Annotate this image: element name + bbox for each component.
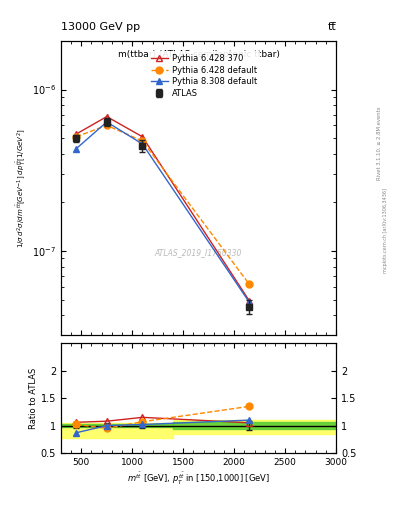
- Line: Pythia 8.308 default: Pythia 8.308 default: [73, 118, 253, 306]
- Text: 13000 GeV pp: 13000 GeV pp: [61, 22, 140, 32]
- Line: Pythia 6.428 370: Pythia 6.428 370: [73, 113, 253, 305]
- Y-axis label: $1/\sigma\,d^2\sigma/d\,m^{t\bar{t}}[GeV^{-1}]\,d\,p_T^{t\bar{t}}[1/GeV^2]$: $1/\sigma\,d^2\sigma/d\,m^{t\bar{t}}[GeV…: [15, 129, 29, 248]
- Text: ATLAS_2019_I1750330: ATLAS_2019_I1750330: [155, 248, 242, 258]
- Pythia 8.308 default: [247, 300, 252, 306]
- Y-axis label: Ratio to ATLAS: Ratio to ATLAS: [29, 368, 38, 429]
- Text: tt̅: tt̅: [327, 22, 336, 32]
- Legend: Pythia 6.428 370, Pythia 6.428 default, Pythia 8.308 default, ATLAS: Pythia 6.428 370, Pythia 6.428 default, …: [148, 51, 260, 101]
- Pythia 6.428 370: [74, 131, 79, 137]
- Pythia 6.428 default: [140, 138, 145, 144]
- Pythia 6.428 370: [140, 134, 145, 140]
- Pythia 6.428 default: [74, 134, 79, 140]
- Pythia 8.308 default: [74, 145, 79, 152]
- Pythia 6.428 default: [105, 122, 109, 129]
- Pythia 6.428 default: [247, 282, 252, 288]
- X-axis label: $m^{t\bar{t}}$ [GeV], $p_T^{t\bar{t}}$ in [150,1000] [GeV]: $m^{t\bar{t}}$ [GeV], $p_T^{t\bar{t}}$ i…: [127, 471, 270, 487]
- Pythia 8.308 default: [105, 119, 109, 125]
- Pythia 8.308 default: [140, 141, 145, 147]
- Pythia 6.428 370: [247, 298, 252, 304]
- Text: mcplots.cern.ch [arXiv:1306.3436]: mcplots.cern.ch [arXiv:1306.3436]: [383, 188, 387, 273]
- Line: Pythia 6.428 default: Pythia 6.428 default: [73, 122, 253, 288]
- Pythia 6.428 370: [105, 114, 109, 120]
- Text: Rivet 3.1.10, ≥ 2.8M events: Rivet 3.1.10, ≥ 2.8M events: [377, 106, 382, 180]
- Text: m(ttbar) (ATLAS semileptonic ttbar): m(ttbar) (ATLAS semileptonic ttbar): [118, 50, 279, 59]
